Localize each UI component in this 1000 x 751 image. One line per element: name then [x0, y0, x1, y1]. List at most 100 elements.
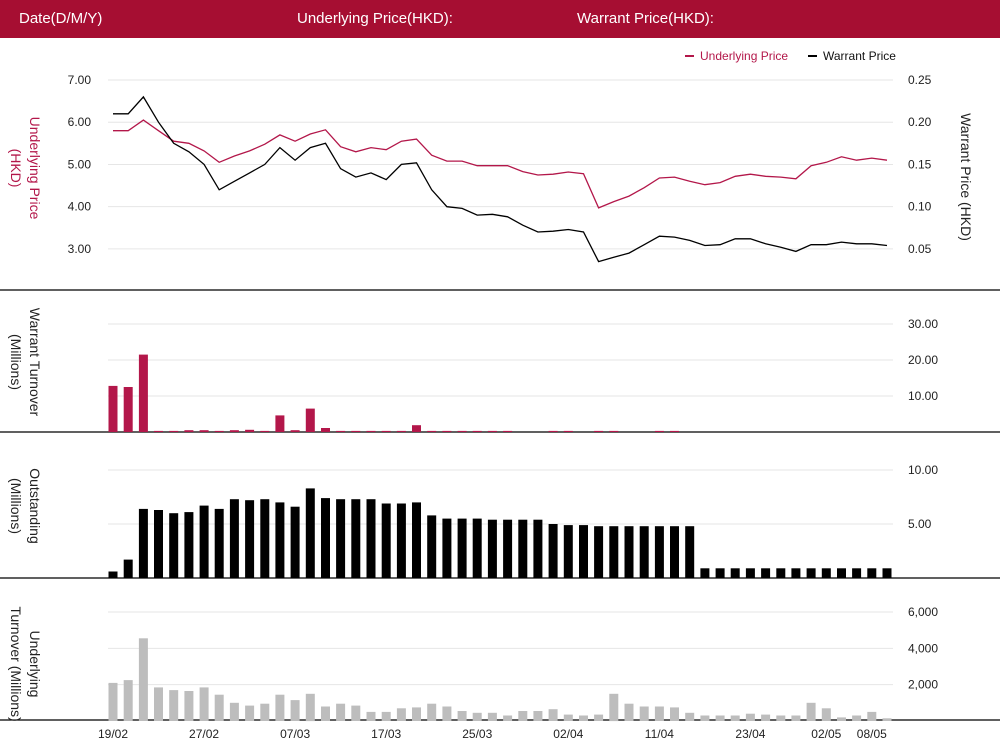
outstanding-bar	[321, 498, 330, 578]
outstanding-bar	[806, 568, 816, 578]
underlying-turnover-bar	[806, 702, 816, 721]
x-axis-tick-label: 11/04	[645, 727, 674, 741]
underlying-turnover-bar	[503, 715, 513, 721]
underlying-turnover-bar	[366, 711, 376, 721]
underlying-price-label: Underlying Price(HKD):	[297, 10, 453, 27]
underlying-turnover-bar	[169, 690, 179, 721]
x-axis-tick-label: 19/02	[98, 727, 128, 741]
underlying-turnover-bar	[442, 706, 452, 721]
outstanding-bar	[821, 568, 831, 578]
warrant-turnover-bar	[563, 430, 573, 432]
warrant-turnover-bar	[412, 425, 421, 432]
legend-warrant: Warrant Price	[823, 49, 896, 63]
underlying-turnover-bar	[594, 714, 604, 721]
x-axis-tick-label: 17/03	[371, 727, 401, 741]
chart-labels: 7.00 6.00 5.00 4.00 3.00 0.25 0.20 0.15 0.10 0.05…	[8, 49, 974, 741]
underlying-turnover-bar	[123, 680, 133, 721]
header-bar: Date(D/M/Y) Underlying Price(HKD): Warra…	[0, 0, 1000, 38]
outstanding-bar	[457, 518, 467, 578]
outstanding-bar	[199, 505, 209, 578]
outstanding-bar	[472, 518, 482, 578]
outstanding-bar	[533, 519, 543, 578]
outstanding-bar	[745, 568, 755, 578]
warrant-turnover-bar	[351, 430, 361, 432]
underlying-turnover-bar	[563, 714, 573, 721]
outstanding-bar	[169, 513, 179, 578]
left-axis-title-unit: (HKD)	[8, 149, 24, 188]
outstanding-bar	[275, 502, 285, 578]
underlying-turnover-bar	[199, 687, 209, 721]
warrant-turnover-bar	[154, 430, 163, 432]
warrant-turnover-bar	[336, 430, 346, 432]
warrant-turnover-bar	[245, 429, 255, 432]
right-axis-tick: 0.10	[908, 200, 932, 214]
outstanding-tick: 5.00	[908, 517, 932, 531]
outstanding-bar	[654, 526, 664, 578]
right-axis-tick: 0.05	[908, 242, 932, 256]
outstanding-bar	[579, 525, 588, 578]
warrant-turnover-bar	[609, 430, 619, 432]
right-axis-tick: 0.15	[908, 157, 932, 171]
outstanding-bar	[852, 568, 862, 578]
grid-lines	[0, 79, 1000, 721]
outstanding-bar	[594, 526, 604, 578]
underlying-turnover-bar	[487, 712, 497, 721]
outstanding-bar	[685, 526, 695, 578]
warrant-turnover-bar	[169, 430, 179, 432]
underlying-turnover-bar	[381, 711, 391, 721]
right-axis-tick: 0.25	[908, 73, 932, 87]
outstanding-bar	[245, 500, 255, 578]
chart-marks	[108, 95, 892, 722]
warrant-turnover-bar	[457, 430, 467, 432]
warrant-turnover-bar	[442, 430, 452, 432]
warrant-turnover-axis-title: (Millions)	[8, 334, 24, 390]
underlying-turnover-bar	[275, 694, 285, 721]
outstanding-bar	[184, 512, 194, 578]
x-axis-tick-label: 07/03	[280, 727, 310, 741]
warrant-turnover-bar	[138, 354, 148, 432]
warrant-turnover-bar	[396, 430, 406, 432]
underlying-turnover-bar	[427, 703, 437, 721]
underlying-turnover-bar	[609, 693, 619, 722]
underlying-turnover-bar	[457, 711, 467, 721]
underlying-turnover-bar	[624, 703, 634, 721]
left-axis-tick: 5.00	[68, 157, 92, 171]
underlying-turnover-bar	[579, 715, 588, 721]
underlying-turnover-bar	[290, 700, 300, 721]
underlying-turnover-bar	[791, 715, 801, 721]
warrant-turnover-bar	[260, 430, 270, 432]
x-axis-tick-label: 02/04	[553, 727, 583, 741]
outstanding-bar	[427, 515, 437, 578]
underlying-turnover-bar	[245, 705, 255, 721]
outstanding-axis-title: (Millions)	[8, 478, 24, 534]
right-axis-title: Warrant Price (HKD)	[958, 113, 974, 241]
outstanding-tick: 10.00	[908, 463, 938, 477]
underlying-turnover-bar	[396, 708, 406, 721]
outstanding-bar	[229, 499, 239, 578]
warrant-turnover-tick: 10.00	[908, 389, 938, 403]
underlying-turnover-tick: 6,000	[908, 605, 938, 619]
left-axis-tick: 4.00	[68, 200, 92, 214]
warrant-turnover-bar	[199, 430, 209, 432]
underlying-turnover-bar	[821, 708, 831, 721]
warrant-turnover-bar	[229, 430, 239, 432]
warrant-turnover-bar	[381, 430, 391, 432]
underlying-turnover-bar	[321, 706, 330, 721]
outstanding-bar	[624, 526, 634, 578]
underlying-turnover-bar	[472, 712, 482, 721]
outstanding-bar	[123, 559, 133, 578]
warrant-turnover-tick: 30.00	[908, 317, 938, 331]
underlying-turnover-bar	[108, 682, 118, 721]
left-axis-tick: 6.00	[68, 115, 92, 129]
left-axis-tick: 3.00	[68, 242, 92, 256]
warrant-turnover-axis-title: Warrant Turnover	[27, 308, 43, 417]
legend-underlying: Underlying Price	[700, 49, 788, 63]
warrant-turnover-bar	[123, 387, 133, 432]
outstanding-bar	[791, 568, 801, 578]
outstanding-bar	[609, 526, 619, 578]
warrant-turnover-bar	[108, 385, 118, 432]
outstanding-bar	[776, 568, 786, 578]
underlying-turnover-bar	[260, 703, 270, 721]
underlying-turnover-axis-title: Turnover (Millions)	[8, 606, 24, 721]
outstanding-bar	[837, 568, 846, 578]
